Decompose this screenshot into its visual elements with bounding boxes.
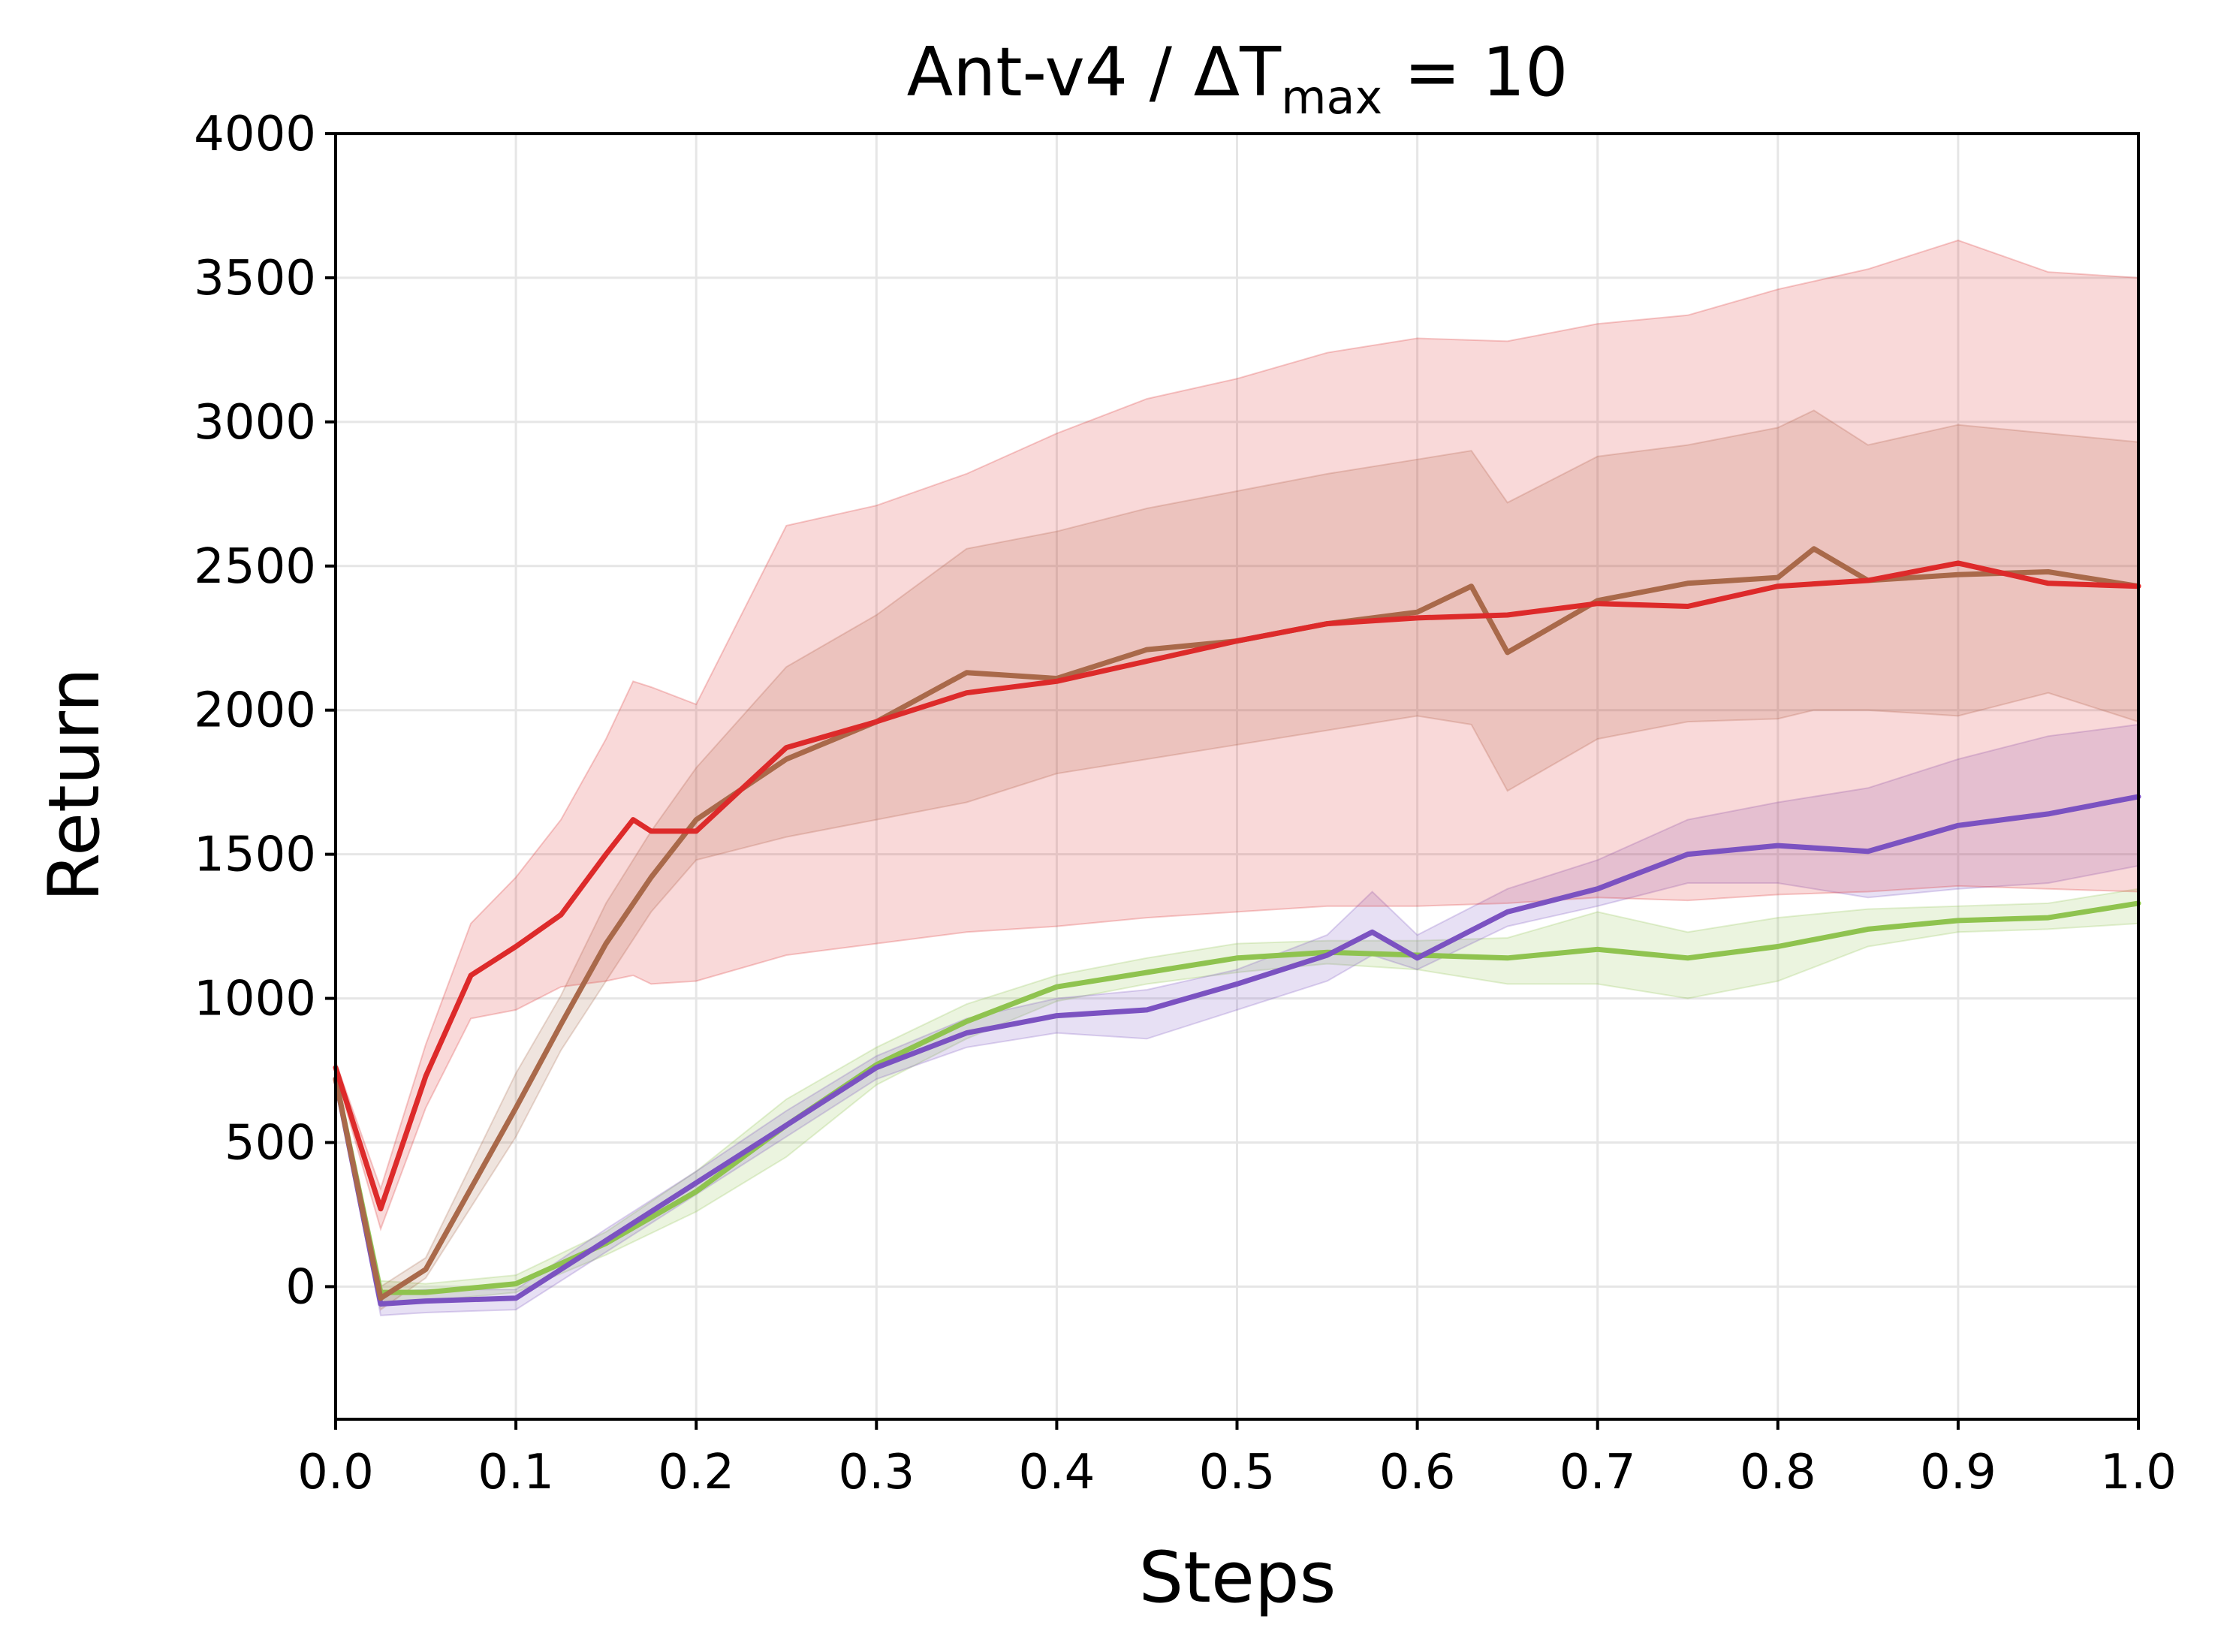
x-axis-label: Steps xyxy=(1139,1537,1337,1619)
x-tick-label: 0.3 xyxy=(838,1445,915,1500)
y-tick-label: 500 xyxy=(225,1115,316,1171)
x-tick-label: 0.2 xyxy=(658,1445,734,1500)
x-axis-ticks: 0.0 0.1 0.2 0.3 0.4 0.5 0.6 0.7 0.8 0.9 1.0 xyxy=(297,1419,2177,1500)
x-tick-label: 0.9 xyxy=(1920,1445,1997,1500)
series-lines xyxy=(333,546,2141,1307)
x-tick-label: 1.0 xyxy=(2100,1445,2177,1500)
chart-title-prefix: Ant-v4 / ΔT xyxy=(907,33,1282,112)
y-tick-label: 4000 xyxy=(194,107,316,162)
x-tick-label: 0.6 xyxy=(1379,1445,1456,1500)
chart-title-subscript: max xyxy=(1281,70,1382,125)
y-tick-label: 3500 xyxy=(194,251,316,306)
y-tick-label: 2500 xyxy=(194,539,316,595)
y-tick-label: 3000 xyxy=(194,395,316,451)
y-axis-label: Return xyxy=(34,668,116,902)
series-0-line xyxy=(333,900,2141,1295)
series-1-line xyxy=(333,794,2141,1307)
y-axis-ticks: 0 500 1000 1500 2000 2500 3000 3500 4000 xyxy=(194,107,336,1315)
y-tick-label: 0 xyxy=(285,1259,316,1315)
series-3-line xyxy=(333,560,2141,1212)
chart-title-suffix: = 10 xyxy=(1382,33,1568,112)
x-tick-label: 0.1 xyxy=(478,1445,554,1500)
x-tick-label: 0.5 xyxy=(1199,1445,1276,1500)
x-tick-label: 0.0 xyxy=(297,1445,374,1500)
chart-title: Ant-v4 / ΔTmax = 10 xyxy=(907,33,1569,125)
y-tick-label: 1500 xyxy=(194,828,316,883)
y-tick-label: 2000 xyxy=(194,683,316,739)
x-tick-label: 0.8 xyxy=(1740,1445,1816,1500)
series-2-line xyxy=(333,546,2141,1301)
x-tick-label: 0.4 xyxy=(1019,1445,1095,1500)
y-tick-label: 1000 xyxy=(194,972,316,1027)
x-tick-label: 0.7 xyxy=(1560,1445,1636,1500)
